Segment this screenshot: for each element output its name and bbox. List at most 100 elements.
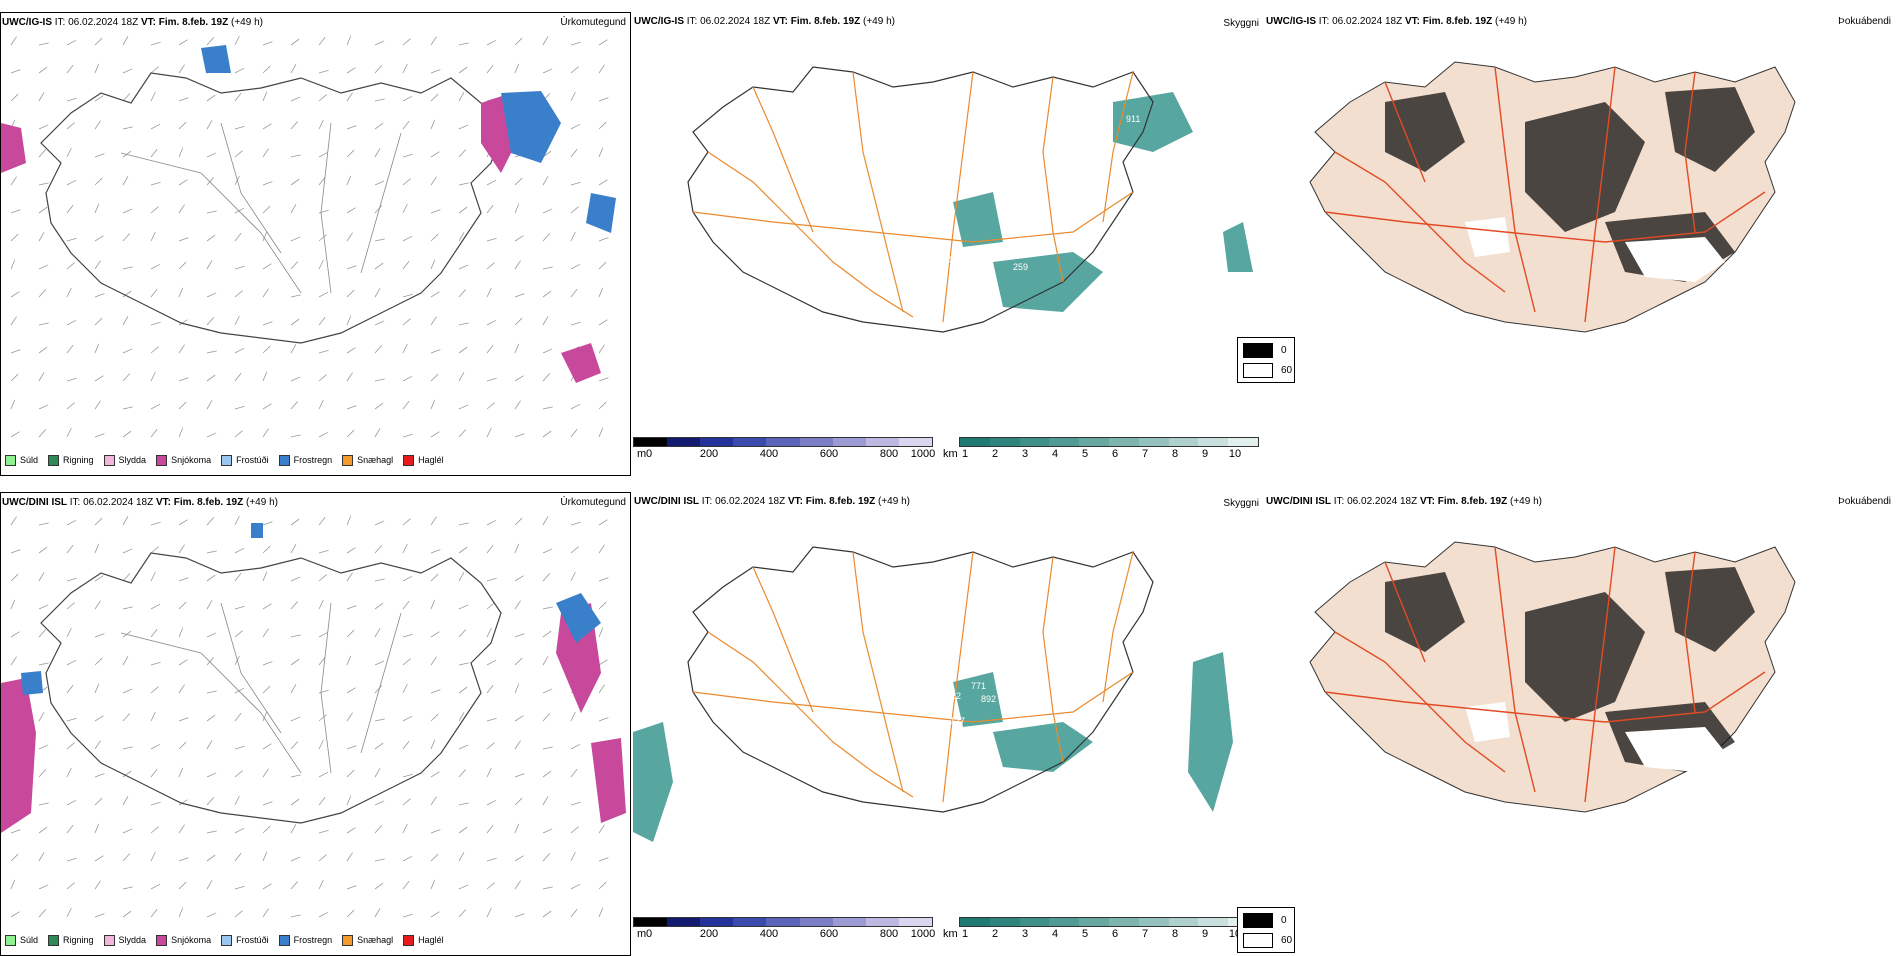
wind-barb xyxy=(290,38,300,46)
wind-barb xyxy=(262,263,272,270)
wind-barb xyxy=(10,291,20,298)
wind-barb xyxy=(486,64,494,74)
wind-barb xyxy=(346,405,357,410)
wind-barb xyxy=(402,318,411,326)
wind-barb xyxy=(514,715,524,722)
wind-barb xyxy=(402,575,413,582)
wind-barb xyxy=(542,36,549,46)
wind-barb xyxy=(346,655,352,666)
wind-barb xyxy=(598,97,609,102)
wind-barb xyxy=(262,908,269,918)
wind-barb xyxy=(66,39,77,46)
wind-barb xyxy=(94,740,101,750)
wind-barb xyxy=(598,857,609,862)
wind-barb xyxy=(150,546,159,554)
wind-barb xyxy=(150,148,158,158)
wind-barb xyxy=(430,796,437,806)
fog-white-area xyxy=(1465,217,1725,282)
wind-barb xyxy=(318,516,326,526)
wind-barb xyxy=(94,913,105,918)
wind-barb xyxy=(346,687,356,694)
wind-barb xyxy=(290,684,297,694)
wind-barb xyxy=(570,148,578,158)
fog-dark-area xyxy=(1385,567,1755,772)
wind-barb xyxy=(94,375,104,382)
wind-barb xyxy=(486,907,492,918)
wind-barb xyxy=(346,885,357,890)
wind-barb xyxy=(122,770,132,778)
wind-barb xyxy=(10,853,19,862)
wind-barb xyxy=(234,852,242,862)
wind-barb xyxy=(38,206,48,214)
wind-barb xyxy=(38,546,48,554)
wind-barb xyxy=(458,629,466,638)
wind-barb xyxy=(374,205,382,214)
wind-barb xyxy=(122,406,133,410)
wind-barb xyxy=(122,316,129,326)
wind-barb xyxy=(178,401,187,410)
wind-barb xyxy=(178,427,184,438)
wind-barb xyxy=(262,181,273,186)
wind-barb xyxy=(262,661,273,666)
wind-barb xyxy=(150,321,161,326)
wind-barb xyxy=(94,203,100,214)
wind-barb xyxy=(318,316,326,326)
wind-barb xyxy=(374,882,384,890)
wind-barb xyxy=(150,231,156,242)
wind-barb xyxy=(178,237,189,242)
wind-barb xyxy=(66,824,74,834)
wind-barb xyxy=(94,235,104,242)
wind-barb xyxy=(206,714,216,722)
wind-barb xyxy=(430,69,441,74)
wind-barb xyxy=(374,122,384,130)
wind-barb xyxy=(514,177,523,186)
wind-barb xyxy=(150,403,161,410)
wind-barb xyxy=(38,232,45,242)
wind-barb xyxy=(458,546,468,554)
wind-barb xyxy=(66,179,77,186)
wind-barb xyxy=(66,402,75,410)
wind-barb xyxy=(458,149,466,158)
legend-item: Snæhagl xyxy=(342,453,393,467)
wind-barb xyxy=(10,233,19,242)
wind-barb xyxy=(94,823,100,834)
wind-barb xyxy=(346,265,357,270)
wind-barb xyxy=(38,289,46,298)
wind-barb xyxy=(206,374,216,382)
wind-barb xyxy=(402,798,411,806)
wind-barb xyxy=(178,767,184,778)
wind-barb xyxy=(458,522,469,526)
visibility-value-label: 127 xyxy=(950,716,965,726)
wind-barb xyxy=(318,259,324,270)
wind-barb xyxy=(430,549,441,554)
precip-legend: Súld Rigning Slydda Snjókoma Frostúði Fr… xyxy=(5,453,444,467)
wind-barb xyxy=(570,206,579,214)
wind-barb xyxy=(206,517,214,526)
panel-title: Úrkomutegund xyxy=(560,17,626,28)
wind-barb xyxy=(66,799,77,806)
fog-legend: 0 60 xyxy=(1237,337,1295,383)
wind-barb xyxy=(458,232,465,242)
visibility-panel-bottom: UWC/DINI ISL IT: 06.02.2024 18Z VT: Fim.… xyxy=(633,492,1263,956)
wind-barb xyxy=(514,317,523,326)
wind-barb xyxy=(402,343,408,354)
wind-barb xyxy=(178,601,187,610)
wind-barb xyxy=(346,852,353,862)
wind-barb xyxy=(458,372,465,382)
wind-barb xyxy=(290,154,301,158)
wind-barb xyxy=(318,771,329,778)
wind-barb xyxy=(66,742,75,750)
wind-barb xyxy=(430,853,439,862)
wind-barb xyxy=(122,176,129,186)
wind-barb xyxy=(430,573,439,582)
wind-barb xyxy=(402,518,411,526)
wind-barb xyxy=(122,606,133,610)
wind-barb xyxy=(542,516,549,526)
wind-barb xyxy=(570,711,576,722)
wind-barb xyxy=(542,886,553,890)
wind-barb xyxy=(10,69,21,74)
wind-barb xyxy=(598,544,605,554)
wind-barb xyxy=(178,319,188,326)
wind-barb xyxy=(402,433,413,438)
wind-barb xyxy=(94,120,101,130)
